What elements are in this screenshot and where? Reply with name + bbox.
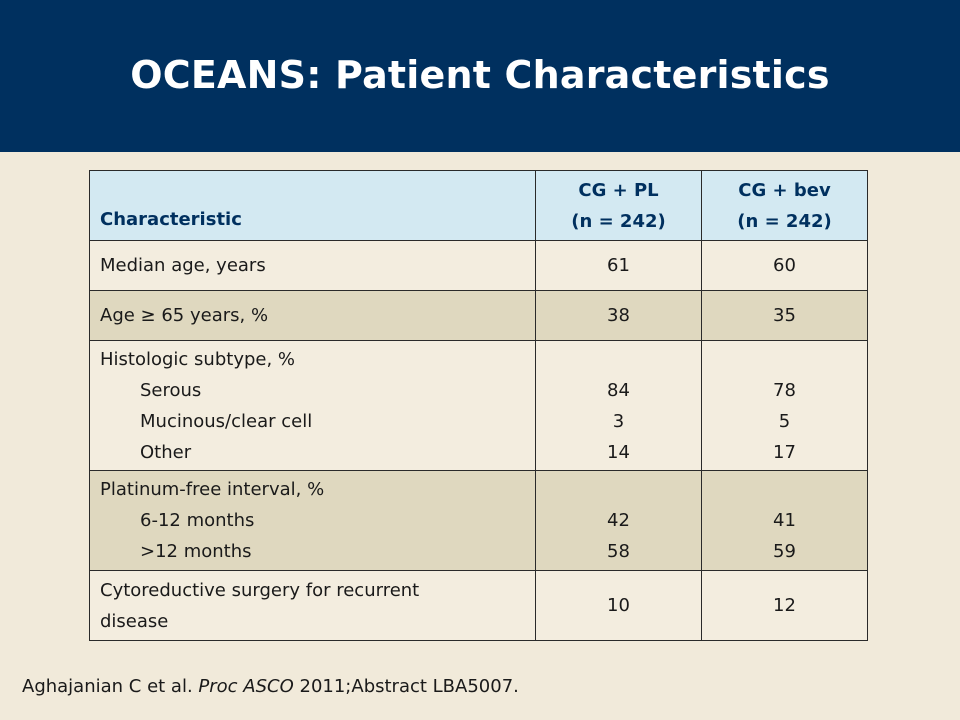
cg-bev-value: 60: [701, 240, 868, 291]
row-label-line2: disease: [100, 610, 169, 632]
sub-label-serous: Serous: [140, 379, 202, 401]
row-label: Age ≥ 65 years, %: [89, 290, 536, 341]
cg-pl-values: 42 58: [535, 470, 702, 571]
row-label: Histologic subtype, %: [100, 348, 296, 370]
cg-pl-gt-12-months: 58: [607, 541, 630, 562]
cg-pl-other: 14: [607, 441, 630, 463]
cg-bev-mucinous: 5: [778, 410, 791, 432]
sub-label-gt-12-months: >12 months: [140, 541, 252, 562]
cg-pl-mucinous: 3: [612, 410, 625, 432]
row-label-group: Cytoreductive surgery for recurrent dise…: [89, 570, 536, 641]
row-label: Platinum-free interval, %: [100, 479, 325, 500]
cg-bev-6-12-months: 41: [773, 510, 796, 531]
cg-bev-values: 41 59: [701, 470, 868, 571]
cg-pl-serous: 84: [607, 379, 630, 401]
row-label: Median age, years: [89, 240, 536, 291]
header-characteristic: Characteristic: [89, 170, 536, 241]
patient-characteristics-table: Characteristic CG + PL (n = 242) CG + be…: [89, 170, 868, 641]
cg-bev-other: 17: [773, 441, 796, 463]
citation-details: 2011;Abstract LBA5007.: [293, 676, 519, 697]
cg-pl-value: 10: [535, 570, 702, 641]
row-label-line1: Cytoreductive surgery for recurrent: [100, 579, 420, 601]
header-cg-pl-n: (n = 242): [571, 210, 666, 232]
cg-pl-6-12-months: 42: [607, 510, 630, 531]
table-row-age-65: Age ≥ 65 years, % 38 35: [89, 290, 868, 341]
header-cg-bev: CG + bev (n = 242): [701, 170, 868, 241]
slide-title: OCEANS: Patient Characteristics: [130, 53, 830, 97]
table-row-median-age: Median age, years 61 60: [89, 240, 868, 291]
title-bar: OCEANS: Patient Characteristics: [0, 0, 960, 152]
cg-bev-values: 78 5 17: [701, 340, 868, 471]
header-cg-bev-n: (n = 242): [737, 210, 832, 232]
citation: Aghajanian C et al. Proc ASCO 2011;Abstr…: [22, 676, 519, 697]
cg-bev-gt-12-months: 59: [773, 541, 796, 562]
table-header-row: Characteristic CG + PL (n = 242) CG + be…: [89, 170, 868, 241]
row-label-group: Histologic subtype, % Serous Mucinous/cl…: [89, 340, 536, 471]
header-cg-pl: CG + PL (n = 242): [535, 170, 702, 241]
cg-pl-value: 61: [535, 240, 702, 291]
table-row-platinum: Platinum-free interval, % 6-12 months >1…: [89, 470, 868, 571]
row-label-group: Platinum-free interval, % 6-12 months >1…: [89, 470, 536, 571]
table-row-histologic: Histologic subtype, % Serous Mucinous/cl…: [89, 340, 868, 471]
citation-journal: Proc ASCO: [198, 676, 294, 697]
sub-label-6-12-months: 6-12 months: [140, 510, 255, 531]
cg-bev-value: 35: [701, 290, 868, 341]
cg-pl-values: 84 3 14: [535, 340, 702, 471]
cg-pl-value: 38: [535, 290, 702, 341]
citation-authors: Aghajanian C et al.: [22, 676, 199, 697]
header-cg-bev-arm: CG + bev: [738, 179, 831, 201]
header-cg-pl-arm: CG + PL: [578, 179, 659, 201]
cg-bev-serous: 78: [773, 379, 796, 401]
cg-bev-value: 12: [701, 570, 868, 641]
sub-label-other: Other: [140, 441, 192, 463]
table-row-cytoreductive: Cytoreductive surgery for recurrent dise…: [89, 570, 868, 641]
sub-label-mucinous: Mucinous/clear cell: [140, 410, 313, 432]
